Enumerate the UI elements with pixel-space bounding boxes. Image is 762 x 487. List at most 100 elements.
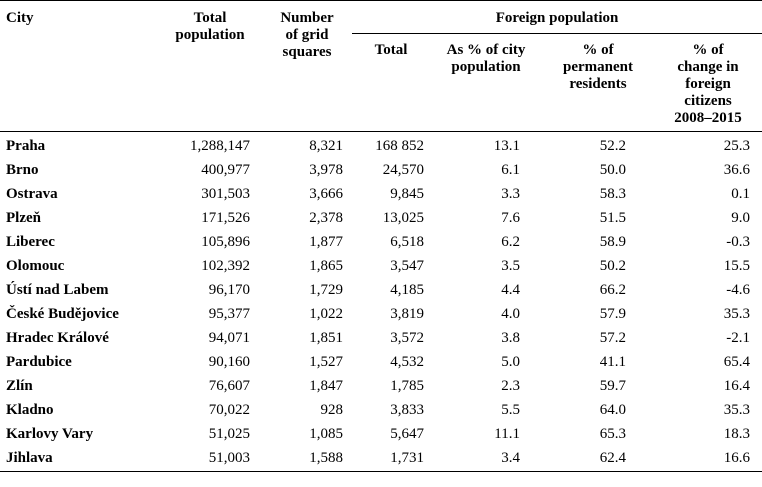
header-foreign-population: Foreign population xyxy=(352,0,762,34)
cell-grid-squares: 928 xyxy=(320,402,344,418)
header-pct-permanent: % of permanent residents xyxy=(542,33,654,132)
cell-grid-squares: 1,847 xyxy=(309,378,343,394)
cell-total-population: 90,160 xyxy=(208,354,250,370)
header-pct-change: % of change in foreign citizens 2008–2015 xyxy=(654,33,762,132)
cell-pct-city: 13.1 xyxy=(493,138,520,154)
cell-pct-permanent: 65.3 xyxy=(599,426,626,442)
cell-pct-city: 5.0 xyxy=(501,354,520,370)
table-row: Ostrava 301,503 3,666 9,845 3.3 58.3 0.1 xyxy=(0,183,762,207)
table-row: Zlín 76,607 1,847 1,785 2.3 59.7 16.4 xyxy=(0,375,762,399)
cell-foreign-total: 5,647 xyxy=(390,426,424,442)
cell-pct-city: 3.5 xyxy=(501,258,520,274)
cell-total-population: 51,025 xyxy=(208,426,250,442)
header-foreign-total: Total xyxy=(352,33,430,132)
cell-city: Zlín xyxy=(6,378,33,394)
header-row-1: City Total population Number of grid square… xyxy=(0,0,762,132)
cell-grid-squares: 1,729 xyxy=(309,282,343,298)
cell-pct-permanent: 64.0 xyxy=(599,402,626,418)
cell-city: Jihlava xyxy=(0,447,158,472)
cell-pct-permanent: 62.4 xyxy=(542,447,654,472)
header-row-2: Total As % of city population % of permane… xyxy=(0,33,762,132)
cell-foreign-total: 13,025 xyxy=(382,210,424,226)
cell-pct-permanent: 50.0 xyxy=(599,162,626,178)
cell-total-population: 102,392 xyxy=(201,258,250,274)
cell-pct-change: 16.4 xyxy=(723,378,751,394)
cell-foreign-total: 3,819 xyxy=(390,306,424,322)
cell-pct-permanent: 51.5 xyxy=(599,210,626,226)
cell-total-population: 105,896 xyxy=(201,234,250,250)
cell-pct-city: 3.3 xyxy=(501,186,520,202)
cell-pct-permanent: 50.2 xyxy=(599,258,626,274)
cell-city: Pardubice xyxy=(6,354,72,370)
cell-pct-change: 25.3 xyxy=(723,138,751,154)
cell-pct-permanent: 57.2 xyxy=(599,330,626,346)
cell-grid-squares: 1,851 xyxy=(309,330,343,346)
cell-city: Praha xyxy=(6,138,46,154)
cell-pct-city: 6.2 xyxy=(501,234,520,250)
header-grid-squares: Number of grid squares xyxy=(262,0,352,132)
cell-total-population: 76,607 xyxy=(208,378,250,394)
cell-pct-change: 35.3 xyxy=(723,306,751,322)
cell-total-population: 96,170 xyxy=(208,282,250,298)
cell-pct-city: 3.4 xyxy=(430,447,542,472)
table-row: Plzeň 171,526 2,378 13,025 7.6 51.5 9.0 xyxy=(0,207,762,231)
cell-foreign-total: 6,518 xyxy=(390,234,424,250)
cell-pct-change: 0.1 xyxy=(731,186,751,202)
cell-total-population: 400,977 xyxy=(201,162,250,178)
cell-city: Brno xyxy=(6,162,39,178)
cell-pct-change: -2.1 xyxy=(726,330,751,346)
cell-foreign-total: 168 852 xyxy=(375,138,424,154)
cell-city: Ústí nad Labem xyxy=(6,282,109,298)
table-row: Kladno 70,022 928 3,833 5.5 64.0 35.3 xyxy=(0,399,762,423)
cell-grid-squares: 1,527 xyxy=(309,354,343,370)
cell-foreign-total: 3,833 xyxy=(390,402,424,418)
table-body: Praha 1,288,147 8,321 168 852 13.1 52.2 … xyxy=(0,132,762,472)
cell-grid-squares: 1,865 xyxy=(309,258,343,274)
cell-pct-city: 4.4 xyxy=(501,282,520,298)
cell-pct-city: 11.1 xyxy=(494,426,520,442)
table-row: Hradec Králové 94,071 1,851 3,572 3.8 57… xyxy=(0,327,762,351)
cell-pct-permanent: 41.1 xyxy=(599,354,626,370)
cell-city: Olomouc xyxy=(6,258,65,274)
cell-foreign-total: 9,845 xyxy=(390,186,424,202)
cell-foreign-total: 1,731 xyxy=(352,447,430,472)
cell-foreign-total: 3,547 xyxy=(390,258,424,274)
cell-city: Kladno xyxy=(6,402,54,418)
cell-pct-permanent: 59.7 xyxy=(599,378,626,394)
cell-pct-change: 35.3 xyxy=(723,402,751,418)
cell-grid-squares: 2,378 xyxy=(309,210,343,226)
table-row: Pardubice 90,160 1,527 4,532 5.0 41.1 65… xyxy=(0,351,762,375)
foreign-population-table: City Total population Number of grid square… xyxy=(0,0,762,472)
cell-grid-squares: 1,022 xyxy=(309,306,343,322)
cell-pct-permanent: 57.9 xyxy=(599,306,626,322)
cell-grid-squares: 8,321 xyxy=(309,138,343,154)
cell-grid-squares: 3,978 xyxy=(309,162,343,178)
cell-city: Hradec Králové xyxy=(6,330,109,346)
cell-pct-city: 5.5 xyxy=(501,402,520,418)
cell-foreign-total: 3,572 xyxy=(390,330,424,346)
cell-total-population: 51,003 xyxy=(158,447,262,472)
table-row: Jihlava 51,003 1,588 1,731 3.4 62.4 16.6 xyxy=(0,447,762,472)
table-row: Brno 400,977 3,978 24,570 6.1 50.0 36.6 xyxy=(0,159,762,183)
table-row: Karlovy Vary 51,025 1,085 5,647 11.1 65.… xyxy=(0,423,762,447)
cell-pct-change: 16.6 xyxy=(654,447,762,472)
cell-pct-change: 9.0 xyxy=(731,210,751,226)
cell-total-population: 171,526 xyxy=(201,210,250,226)
table-header: City Total population Number of grid square… xyxy=(0,0,762,132)
header-city: City xyxy=(0,0,158,132)
cell-pct-change: 15.5 xyxy=(723,258,751,274)
cell-pct-permanent: 66.2 xyxy=(599,282,626,298)
cell-total-population: 301,503 xyxy=(201,186,250,202)
table-row: Praha 1,288,147 8,321 168 852 13.1 52.2 … xyxy=(0,132,762,160)
cell-pct-change: -0.3 xyxy=(726,234,751,250)
table-row: Ústí nad Labem 96,170 1,729 4,185 4.4 66… xyxy=(0,279,762,303)
cell-pct-permanent: 58.3 xyxy=(599,186,626,202)
header-total-population: Total population xyxy=(158,0,262,132)
cell-pct-change: 65.4 xyxy=(723,354,751,370)
table-row: České Budějovice 95,377 1,022 3,819 4.0 … xyxy=(0,303,762,327)
cell-city: Liberec xyxy=(6,234,55,250)
cell-grid-squares: 3,666 xyxy=(309,186,343,202)
cell-grid-squares: 1,877 xyxy=(309,234,343,250)
cell-total-population: 95,377 xyxy=(208,306,250,322)
